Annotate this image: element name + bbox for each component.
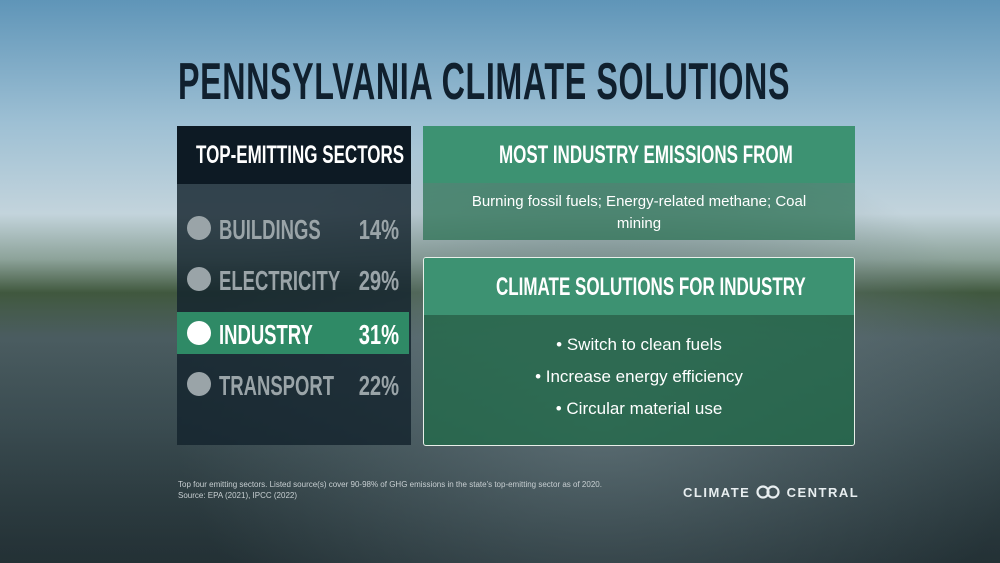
sector-share: 29%	[358, 265, 399, 296]
sector-row: INDUSTRY 31%	[177, 312, 409, 354]
solutions-panel: CLIMATE SOLUTIONS FOR INDUSTRY • Switch …	[423, 257, 855, 446]
logo-left: CLIMATE	[683, 485, 751, 500]
footnote: Top four emitting sectors. Listed source…	[178, 480, 602, 489]
solutions-heading: CLIMATE SOLUTIONS FOR INDUSTRY	[496, 273, 806, 301]
sector-share: 14%	[358, 214, 399, 245]
sector-row: BUILDINGS 14%	[177, 207, 409, 249]
sector-label: INDUSTRY	[219, 319, 313, 350]
sector-label: TRANSPORT	[219, 370, 334, 401]
solution-item: • Circular material use	[555, 399, 723, 418]
sector-icon	[187, 372, 211, 396]
sectors-header: TOP-EMITTING SECTORS	[177, 126, 411, 184]
solutions-header: CLIMATE SOLUTIONS FOR INDUSTRY	[424, 258, 854, 315]
sectors-panel: TOP-EMITTING SECTORS BUILDINGS 14% ELECTRI…	[177, 126, 411, 445]
sectors-heading: TOP-EMITTING SECTORS	[196, 141, 405, 169]
title: PENNSYLVANIA CLIMATE SOLUTIONS	[178, 53, 791, 111]
emissions-body: Burning fossil fuels; Energy-related met…	[423, 183, 855, 240]
sector-row: ELECTRICITY 29%	[177, 258, 409, 300]
sector-share: 22%	[358, 370, 399, 401]
logo: CLIMATE CENTRAL	[683, 485, 859, 500]
logo-mark	[756, 485, 781, 499]
emissions-header: MOST INDUSTRY EMISSIONS FROM	[423, 126, 855, 183]
sector-icon	[187, 267, 211, 291]
sector-label: ELECTRICITY	[219, 265, 341, 296]
sector-icon	[187, 216, 211, 240]
sector-label: BUILDINGS	[219, 214, 321, 245]
emissions-heading: MOST INDUSTRY EMISSIONS FROM	[499, 141, 793, 169]
logo-right: CENTRAL	[786, 485, 860, 500]
source: Source: EPA (2021), IPCC (2022)	[178, 491, 298, 500]
sector-row: TRANSPORT 22%	[177, 363, 409, 405]
sector-icon	[187, 321, 211, 345]
solution-item: • Increase energy efficiency	[535, 367, 743, 386]
solution-item: • Switch to clean fuels	[556, 335, 722, 354]
sector-share: 31%	[358, 319, 399, 350]
